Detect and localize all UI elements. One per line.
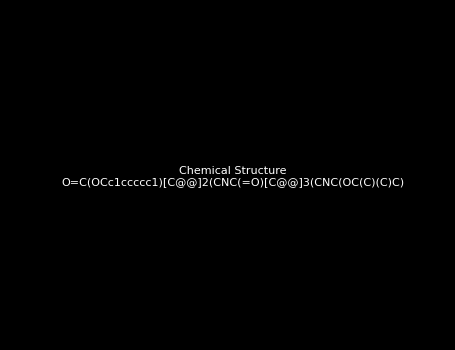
- Text: Chemical Structure
O=C(OCc1ccccc1)[C@@]2(CNC(=O)[C@@]3(CNC(OC(C)(C)C): Chemical Structure O=C(OCc1ccccc1)[C@@]2…: [61, 166, 405, 188]
